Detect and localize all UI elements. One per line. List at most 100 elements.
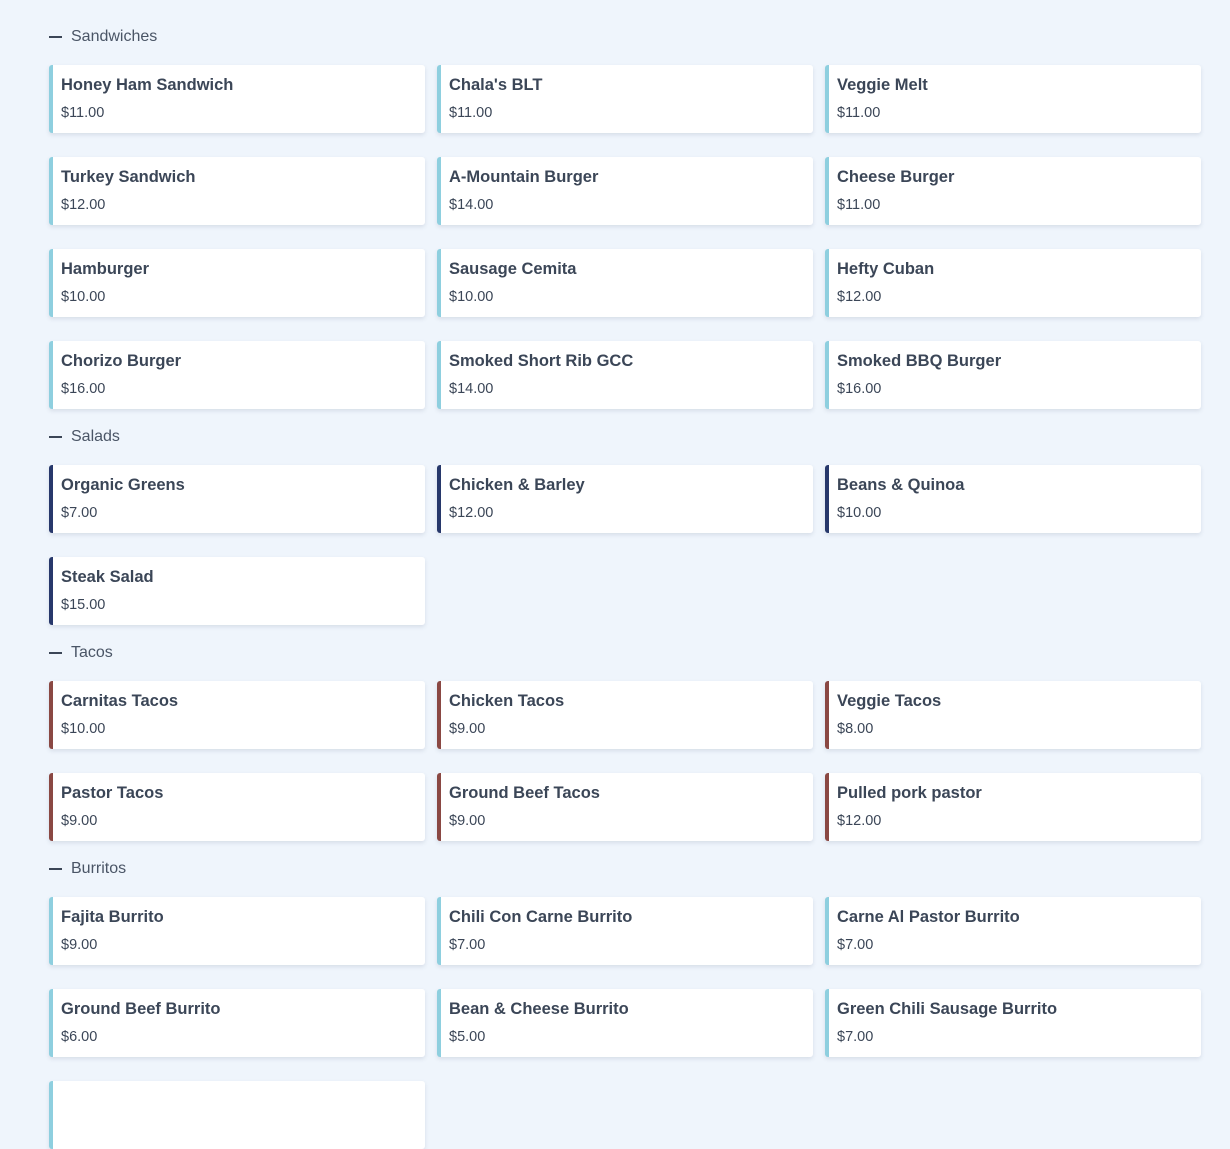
menu-item-card[interactable]: Pulled pork pastor $12.00	[825, 773, 1201, 841]
menu-item-card[interactable]: Green Chili Sausage Burrito $7.00	[825, 989, 1201, 1057]
item-name: Honey Ham Sandwich	[61, 76, 234, 94]
section-header[interactable]: Tacos	[49, 639, 1201, 667]
section-title: Sandwiches	[71, 28, 158, 45]
menu-item-card[interactable]: Smoked BBQ Burger $16.00	[825, 341, 1201, 409]
menu-item-card[interactable]: Beans & Quinoa $10.00	[825, 465, 1201, 533]
menu-item-card[interactable]: Cheese Burger $11.00	[825, 157, 1201, 225]
item-name: Steak Salad	[61, 568, 154, 586]
menu-item-card[interactable]: Carnitas Tacos $10.00	[49, 681, 425, 749]
menu-item-card[interactable]: Pastor Tacos $9.00	[49, 773, 425, 841]
item-name: Green Chili Sausage Burrito	[837, 1000, 1058, 1018]
item-name	[61, 1091, 425, 1111]
menu-item-card[interactable]: Carne Al Pastor Burrito $7.00	[825, 897, 1201, 965]
item-price: $12.00	[61, 197, 106, 213]
item-name: Smoked Short Rib GCC	[449, 352, 634, 370]
item-price: $14.00	[449, 381, 494, 397]
menu-item-card[interactable]: Chicken Tacos $9.00	[437, 681, 813, 749]
item-price: $7.00	[837, 1029, 874, 1045]
item-name: Carnitas Tacos	[61, 692, 179, 710]
menu-item-card[interactable]: Hefty Cuban $12.00	[825, 249, 1201, 317]
item-price: $12.00	[837, 813, 882, 829]
item-name: Chicken & Barley	[449, 476, 585, 494]
item-name: Carne Al Pastor Burrito	[837, 908, 1020, 926]
item-name: Sausage Cemita	[449, 260, 577, 278]
item-price: $9.00	[61, 813, 98, 829]
item-price: $16.00	[61, 381, 106, 397]
item-price: $10.00	[61, 289, 106, 305]
collapse-icon[interactable]	[49, 868, 62, 870]
item-price: $10.00	[61, 721, 106, 737]
menu-item-card[interactable]: Steak Salad $15.00	[49, 557, 425, 625]
item-price: $16.00	[837, 381, 882, 397]
item-name: Ground Beef Tacos	[449, 784, 600, 802]
section-burritos: Burritos Fajita Burrito $9.00 Chili Con …	[49, 855, 1201, 1149]
item-grid: Carnitas Tacos $10.00 Chicken Tacos $9.0…	[49, 681, 1201, 841]
item-price: $10.00	[449, 289, 494, 305]
item-price: $8.00	[837, 721, 874, 737]
item-price: $6.00	[61, 1029, 98, 1045]
menu-item-card[interactable]: Chili Con Carne Burrito $7.00	[437, 897, 813, 965]
item-price: $9.00	[449, 813, 486, 829]
item-name: Chicken Tacos	[449, 692, 565, 710]
menu-item-card[interactable]: A-Mountain Burger $14.00	[437, 157, 813, 225]
item-price: $5.00	[449, 1029, 486, 1045]
menu-item-card[interactable]: Sausage Cemita $10.00	[437, 249, 813, 317]
item-name: Veggie Tacos	[837, 692, 942, 710]
item-price: $12.00	[449, 505, 494, 521]
menu-item-card[interactable]: Ground Beef Tacos $9.00	[437, 773, 813, 841]
section-header[interactable]: Sandwiches	[49, 23, 1201, 51]
menu-item-card[interactable]: Organic Greens $7.00	[49, 465, 425, 533]
item-name: Turkey Sandwich	[61, 168, 196, 186]
section-title: Burritos	[71, 860, 127, 877]
menu-item-card[interactable]: Ground Beef Burrito $6.00	[49, 989, 425, 1057]
item-name: Hamburger	[61, 260, 150, 278]
item-name: Bean & Cheese Burrito	[449, 1000, 629, 1018]
menu-item-card[interactable]: Chorizo Burger $16.00	[49, 341, 425, 409]
item-price: $10.00	[837, 505, 882, 521]
item-name: Pastor Tacos	[61, 784, 164, 802]
menu-item-card[interactable]: Chicken & Barley $12.00	[437, 465, 813, 533]
item-name: Beans & Quinoa	[837, 476, 965, 494]
menu-item-card[interactable]: Honey Ham Sandwich $11.00	[49, 65, 425, 133]
collapse-icon[interactable]	[49, 36, 62, 38]
section-title: Salads	[71, 428, 120, 445]
menu-item-card[interactable]: Turkey Sandwich $12.00	[49, 157, 425, 225]
item-name: Chorizo Burger	[61, 352, 182, 370]
item-name: Chala's BLT	[449, 76, 543, 94]
item-price: $11.00	[61, 105, 105, 121]
collapse-icon[interactable]	[49, 436, 62, 438]
item-name: Fajita Burrito	[61, 908, 164, 926]
item-name: Smoked BBQ Burger	[837, 352, 1002, 370]
section-header[interactable]: Salads	[49, 423, 1201, 451]
menu-item-card[interactable]: Fajita Burrito $9.00	[49, 897, 425, 965]
item-name: Veggie Melt	[837, 76, 928, 94]
item-price: $15.00	[61, 597, 106, 613]
menu-item-card[interactable]: Hamburger $10.00	[49, 249, 425, 317]
menu-item-card[interactable]: Veggie Tacos $8.00	[825, 681, 1201, 749]
item-price: $14.00	[449, 197, 494, 213]
section-header[interactable]: Burritos	[49, 855, 1201, 883]
item-grid: Fajita Burrito $9.00 Chili Con Carne Bur…	[49, 897, 1201, 1149]
item-name: A-Mountain Burger	[449, 168, 599, 186]
item-price: $7.00	[61, 505, 98, 521]
menu-item-card[interactable]: Bean & Cheese Burrito $5.00	[437, 989, 813, 1057]
item-price: $7.00	[449, 937, 486, 953]
item-grid: Honey Ham Sandwich $11.00 Chala's BLT $1…	[49, 65, 1201, 409]
item-price: $11.00	[837, 197, 881, 213]
item-price: $9.00	[61, 937, 98, 953]
menu-item-card[interactable]: Chala's BLT $11.00	[437, 65, 813, 133]
item-name: Cheese Burger	[837, 168, 955, 186]
item-grid: Organic Greens $7.00 Chicken & Barley $1…	[49, 465, 1201, 625]
section-tacos: Tacos Carnitas Tacos $10.00 Chicken Taco…	[49, 639, 1201, 841]
item-price: $11.00	[449, 105, 493, 121]
menu-item-card[interactable]: Smoked Short Rib GCC $14.00	[437, 341, 813, 409]
section-salads: Salads Organic Greens $7.00 Chicken & Ba…	[49, 423, 1201, 625]
section-title: Tacos	[71, 644, 113, 661]
menu-item-card[interactable]	[49, 1081, 425, 1149]
collapse-icon[interactable]	[49, 652, 62, 654]
item-name: Hefty Cuban	[837, 260, 935, 278]
menu-item-card[interactable]: Veggie Melt $11.00	[825, 65, 1201, 133]
item-price: $12.00	[837, 289, 882, 305]
item-name: Organic Greens	[61, 476, 185, 494]
